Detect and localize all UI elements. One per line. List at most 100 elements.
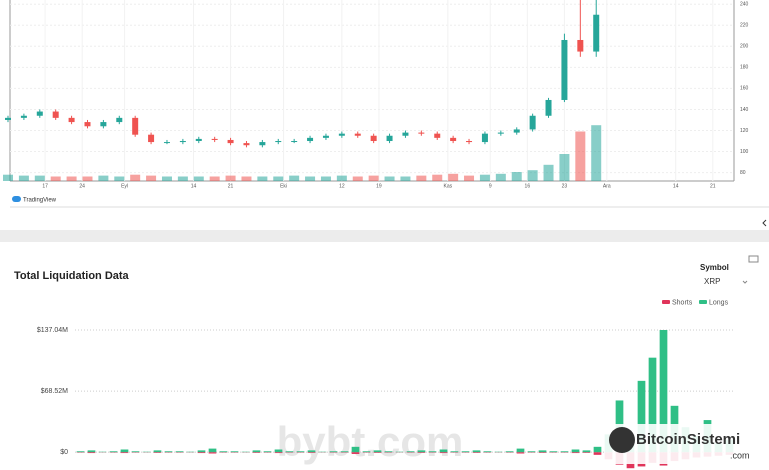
bar [87,452,96,454]
camera-icon[interactable] [748,255,759,263]
volume-bar [50,176,61,181]
camera-body[interactable] [748,255,759,263]
candle-body [370,135,377,142]
x-tick-label: 16 [525,183,531,189]
price-panel [0,0,769,230]
candle-body [148,134,155,143]
candle-body [211,138,218,140]
bar [373,450,382,453]
bar [307,452,316,453]
bar [571,452,580,454]
candle-body [84,122,91,127]
candle-body [68,117,75,123]
volume-bar [400,176,411,181]
volume-bar [384,176,395,181]
candle-body [402,132,409,136]
legend-label: Shorts [672,299,693,306]
x-tick-label: 21 [710,183,716,189]
symbol-value[interactable]: XRP [704,277,720,286]
volume-bar [527,170,538,181]
bar [274,449,283,453]
candle-body [338,133,345,136]
y-tick-label: 160 [740,86,749,92]
volume-bar [448,173,459,181]
symbol-box[interactable] [698,274,754,290]
bar [219,451,228,453]
bar [131,451,140,453]
bar [197,450,206,453]
symbol-label: Symbol [700,263,729,272]
bar [384,451,393,453]
volume-bar [161,176,172,181]
bar [659,330,668,453]
candle-body [561,39,568,100]
bar [351,446,360,453]
bar [197,452,206,454]
volume-bar [193,176,204,181]
bar [472,452,481,453]
candle-body [163,142,170,144]
candle-body [513,129,520,133]
bar [560,451,569,453]
volume-bar [368,175,379,181]
candle-body [307,137,314,142]
watermark: bybt.com [277,418,464,465]
x-tick-label: 19 [376,183,382,189]
y-tick-label: $0 [60,449,68,456]
volume-bar [495,173,506,181]
bar [549,451,558,453]
bar [538,450,547,453]
bar [252,452,261,453]
candle-body [418,132,425,134]
y-tick-label: 140 [740,107,749,113]
candle-body [275,141,282,143]
volume-bar [66,176,77,181]
candle-body [322,135,329,138]
volume-bar [464,175,475,181]
brand-name: BitcoinSistemi [636,431,740,448]
candle-body [354,133,361,136]
candle-body [481,133,488,143]
volume-bar [352,176,363,181]
candle-body [450,137,457,142]
bar [351,452,360,454]
bar [329,451,338,453]
bar [109,451,118,453]
bar [637,380,646,453]
brand-suffix: .com [730,450,750,460]
bar [593,446,602,453]
bar [571,449,580,453]
bar [406,451,415,453]
bar [307,450,316,453]
x-tick-label: Eki [280,183,287,189]
legend-label: Longs [709,299,729,306]
dropdown-arrow[interactable] [742,280,748,284]
volume-bar [305,176,316,181]
candle-body [466,141,473,143]
bar [362,451,371,453]
y-tick-label: 200 [740,44,749,50]
candle-body [593,14,600,52]
bar [164,451,173,453]
symbol-select[interactable]: XRP [698,274,754,290]
y-tick-label: $68.52M [41,388,68,395]
candle-body [291,141,298,143]
x-tick-label: 14 [191,183,197,189]
bar [417,450,426,453]
bar [472,450,481,453]
y-tick-label: $137.04M [37,327,68,334]
candle-body [227,139,234,144]
volume-bar [177,176,188,181]
bar [285,451,294,453]
candle-body [497,132,504,134]
bar [439,449,448,453]
y-tick-label: 220 [740,23,749,29]
bar [153,450,162,453]
y-tick-label: 80 [740,170,746,176]
y-tick-label: 120 [740,128,749,134]
x-tick-label: 24 [79,183,85,189]
volume-bar [273,176,284,181]
x-tick-label: 17 [42,183,48,189]
tradingview-icon [12,196,21,202]
volume-bar [241,176,252,181]
